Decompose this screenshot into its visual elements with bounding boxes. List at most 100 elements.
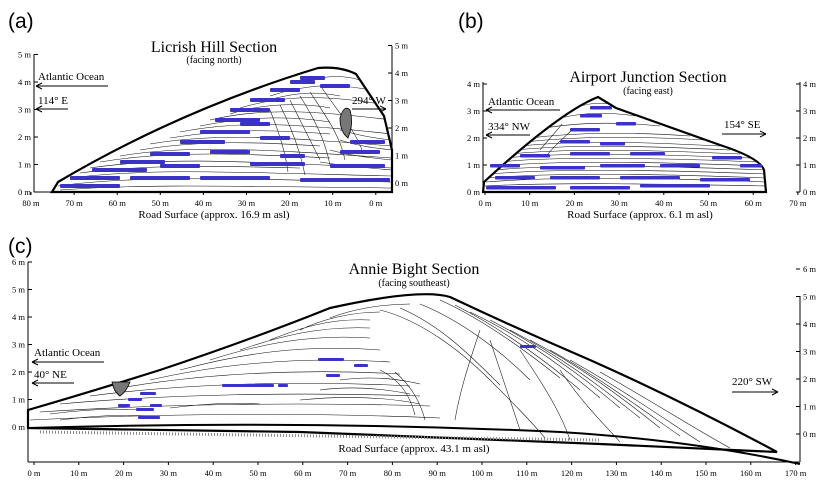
x-tick-label: 30 m — [610, 198, 628, 208]
y-tick-label: 3 m — [803, 347, 816, 357]
y-tick-label: 2 m — [18, 132, 31, 142]
left-bearing-arrow — [485, 131, 530, 139]
road-surface-line — [27, 423, 801, 465]
x-tick-label: 20 m — [115, 468, 133, 478]
boulder — [111, 381, 131, 397]
bedding-strata — [29, 299, 731, 449]
x-tick-label: 40 m — [655, 198, 673, 208]
x-tick-label: 10 m — [324, 198, 342, 208]
y-tick-label: 2 m — [395, 123, 408, 133]
y-tick-label: 0 m — [12, 422, 25, 432]
x-tick-label: 150 m — [695, 468, 717, 478]
y-tick-label: 1 m — [467, 160, 480, 170]
y-tick-label: 2 m — [467, 133, 480, 143]
x-tick-label: 40 m — [205, 468, 223, 478]
y-tick-label: 5 m — [395, 41, 408, 51]
ocean-label: Atlantic Ocean — [34, 347, 101, 359]
right-bearing-label: 154° SE — [724, 119, 761, 131]
y-tick-label: 1 m — [803, 402, 816, 412]
y-tick-label: 0 m — [395, 178, 408, 188]
x-tick-label: 100 m — [471, 468, 493, 478]
road-hatching — [39, 430, 601, 442]
deposit-outline — [26, 293, 778, 454]
y-tick-label: 2 m — [803, 133, 816, 143]
x-tick-label: 60 m — [294, 468, 312, 478]
y-tick-label: 3 m — [467, 106, 480, 116]
x-tick-label: 160 m — [740, 468, 762, 478]
x-tick-label: 30 m — [238, 198, 256, 208]
section-title: Airport Junction Section — [569, 69, 726, 86]
y-tick-label: 4 m — [803, 319, 816, 329]
y-tick-label: 5 m — [18, 50, 31, 60]
section-subtitle: (facing east) — [623, 86, 673, 97]
ocean-arrow — [35, 82, 108, 90]
x-tick-label: 20 m — [566, 198, 584, 208]
x-tick-label: 0 m — [479, 198, 492, 208]
x-tick-label: 140 m — [650, 468, 672, 478]
clast-bands — [60, 76, 390, 188]
y-tick-label: 5 m — [12, 285, 25, 295]
x-tick-label: 120 m — [561, 468, 583, 478]
right-bearing-arrow — [722, 130, 767, 138]
x-tick-label: 70 m — [65, 198, 83, 208]
panel-c: (c) Annie Bight Section (facing southeas… — [8, 235, 816, 478]
x-tick-label: 10 m — [521, 198, 539, 208]
ocean-label: Atlantic Ocean — [38, 71, 105, 83]
panel-letter: (c) — [8, 235, 33, 258]
left-bearing-label: 334° NW — [488, 121, 531, 133]
x-tick-label: 50 m — [700, 198, 718, 208]
y-tick-label: 1 m — [18, 160, 31, 170]
right-bearing-label: 220° SW — [732, 376, 773, 388]
section-title: Licrish Hill Section — [151, 39, 277, 56]
section-title: Annie Bight Section — [349, 261, 480, 278]
x-tick-label: 60 m — [109, 198, 127, 208]
left-bearing-label: 114° E — [38, 95, 68, 107]
boulder — [339, 107, 352, 139]
y-tick-label: 0 m — [18, 187, 31, 197]
clast-bands — [118, 345, 536, 419]
right-bearing-arrow — [352, 105, 387, 113]
x-tick-label: 40 m — [195, 198, 213, 208]
left-bearing-arrow — [35, 105, 68, 113]
road-surface-label: Road Surface (approx. 6.1 m asl) — [567, 209, 713, 221]
y-tick-label: 4 m — [395, 68, 408, 78]
x-tick-label: 0 m — [369, 198, 382, 208]
section-subtitle: (facing southeast) — [378, 278, 449, 289]
x-tick-label: 0 m — [28, 468, 41, 478]
x-tick-label: 10 m — [70, 468, 88, 478]
y-tick-label: 3 m — [395, 96, 408, 106]
x-tick-label: 20 m — [281, 198, 299, 208]
left-bearing-arrow — [31, 379, 74, 387]
y-tick-label: 3 m — [803, 106, 816, 116]
y-tick-label: 1 m — [395, 151, 408, 161]
right-bearing-label: 294° W — [352, 95, 386, 107]
y-tick-label: 4 m — [18, 77, 31, 87]
x-tick-label: 80 m — [384, 468, 402, 478]
left-bearing-label: 40° NE — [34, 369, 67, 381]
y-tick-label: 6 m — [12, 257, 25, 267]
section-subtitle: (facing north) — [186, 55, 241, 66]
x-tick-label: 110 m — [516, 468, 538, 478]
y-tick-label: 6 m — [803, 264, 816, 274]
y-tick-label: 0 m — [467, 187, 480, 197]
ocean-label: Atlantic Ocean — [488, 96, 555, 108]
x-tick-label: 70 m — [339, 468, 357, 478]
x-tick-label: 50 m — [249, 468, 267, 478]
y-tick-label: 4 m — [803, 79, 816, 89]
x-tick-label: 80 m — [22, 198, 40, 208]
y-tick-label: 3 m — [18, 105, 31, 115]
panel-letter: (b) — [458, 10, 484, 33]
x-tick-label: 90 m — [429, 468, 447, 478]
ocean-arrow — [485, 106, 560, 114]
right-bearing-arrow — [732, 388, 779, 396]
x-tick-label: 170 m — [785, 468, 807, 478]
panel-letter: (a) — [8, 10, 34, 33]
y-tick-label: 4 m — [467, 79, 480, 89]
road-surface-label: Road Surface (approx. 43.1 m asl) — [338, 443, 490, 455]
y-tick-label: 5 m — [803, 292, 816, 302]
y-tick-label: 1 m — [803, 160, 816, 170]
x-tick-label: 60 m — [745, 198, 763, 208]
y-tick-label: 1 m — [12, 395, 25, 405]
clast-bands — [486, 106, 762, 190]
